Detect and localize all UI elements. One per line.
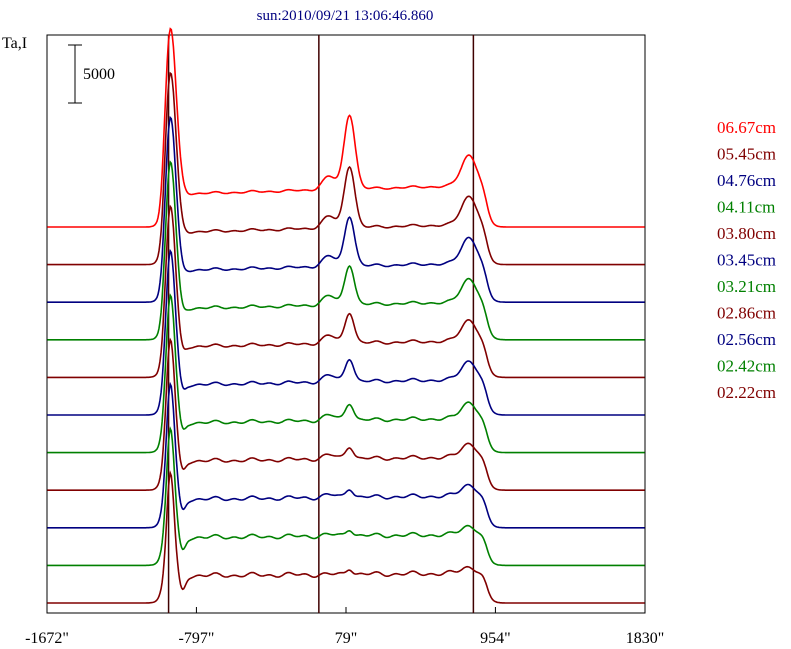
legend: 06.67cm 05.45cm 04.76cm 04.11cm 03.80cm 03.45…: [717, 118, 776, 402]
legend-entry: 02.22cm: [717, 383, 776, 402]
legend-entry: 03.45cm: [717, 251, 776, 270]
series-line-05.45cm: [47, 71, 645, 266]
x-tick-label: 79": [335, 630, 358, 647]
legend-entry: 02.56cm: [717, 330, 776, 349]
series-line-02.86cm: [47, 337, 645, 491]
x-tick-label: -1672": [25, 630, 69, 647]
series-lines: [47, 27, 645, 604]
chart-title: sun:2010/09/21 13:06:46.860: [257, 8, 434, 24]
series-line-03.80cm: [47, 204, 645, 379]
series-line-03.21cm: [47, 293, 645, 454]
legend-entry: 02.42cm: [717, 357, 776, 376]
x-tick-label: 954": [480, 630, 511, 647]
vertical-markers: [167, 35, 475, 613]
series-line-02.42cm: [47, 426, 645, 567]
legend-entry: 04.11cm: [717, 198, 775, 217]
series-line-06.67cm: [47, 27, 645, 228]
x-tick-label: -797": [178, 630, 214, 647]
series-line-04.76cm: [47, 115, 645, 303]
plot-frame: [46, 34, 646, 614]
series-line-02.22cm: [47, 470, 645, 604]
scale-bar: [68, 44, 82, 104]
legend-entry: 04.76cm: [717, 171, 776, 190]
x-axis-ticks: -1672" -797" 79" 954" 1830": [25, 607, 664, 647]
series-line-03.45cm: [47, 248, 645, 416]
legend-entry: 05.45cm: [717, 145, 776, 164]
legend-entry: 03.80cm: [717, 224, 776, 243]
legend-entry: 02.86cm: [717, 304, 776, 323]
x-tick-label: 1830": [626, 630, 665, 647]
legend-entry: 03.21cm: [717, 277, 776, 296]
y-axis-label: Ta,I: [2, 35, 27, 52]
legend-entry: 06.67cm: [717, 118, 776, 137]
series-line-02.56cm: [47, 381, 645, 529]
scale-bar-label: 5000: [83, 66, 115, 83]
series-line-04.11cm: [47, 160, 645, 341]
